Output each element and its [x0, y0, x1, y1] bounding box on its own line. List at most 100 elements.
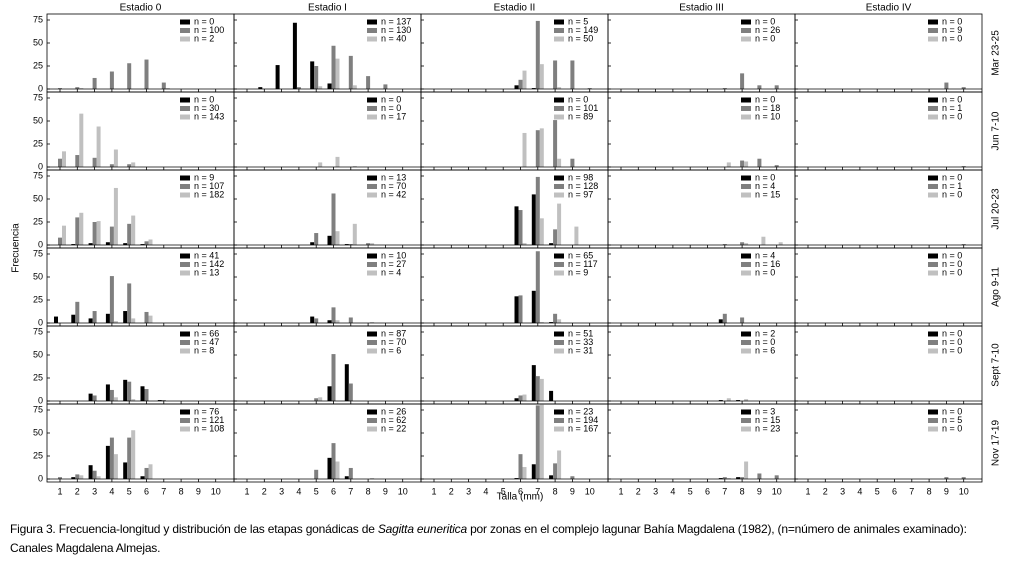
legend-label: n = 1 — [942, 103, 962, 113]
y-tick-label: 50 — [33, 37, 43, 47]
bar — [92, 157, 97, 167]
y-tick-label: 25 — [33, 294, 43, 304]
bar — [331, 354, 336, 401]
panel — [58, 430, 153, 479]
bar — [310, 316, 315, 323]
bar — [113, 397, 118, 401]
bar — [161, 400, 166, 401]
legend-label: n = 0 — [942, 111, 962, 121]
legend-swatch — [928, 106, 938, 111]
bar — [514, 296, 519, 323]
legend-swatch — [180, 175, 190, 181]
bar — [757, 158, 762, 167]
legend-label: n = 42 — [381, 189, 406, 199]
legend-swatch — [928, 192, 938, 198]
legend-swatch — [180, 28, 190, 33]
x-tick-label: 3 — [840, 486, 845, 496]
legend-swatch — [741, 114, 751, 120]
bar — [318, 162, 323, 167]
caption-species: Sagitta euneritica — [377, 522, 467, 536]
bar — [557, 158, 562, 167]
panel — [722, 236, 783, 245]
bar — [514, 85, 519, 89]
legend-swatch — [367, 270, 377, 276]
figure: Talla (mm) Frecuencia Estadio 0 Estadio I… — [11, 3, 1002, 503]
bar — [535, 405, 540, 479]
legend-swatch — [367, 19, 377, 25]
legend-swatch — [554, 340, 564, 345]
bar — [570, 60, 575, 89]
legend-label: n = 0 — [942, 94, 962, 104]
bar — [370, 322, 375, 323]
panel — [961, 244, 966, 245]
bar — [58, 88, 62, 89]
bar — [774, 475, 779, 479]
panel — [961, 166, 966, 167]
legend-label: n = 30 — [194, 103, 219, 113]
bar — [726, 162, 731, 167]
x-tick-label: 2 — [636, 486, 641, 496]
bar — [518, 454, 523, 479]
x-tick-label: 1 — [805, 486, 810, 496]
bar — [88, 465, 93, 479]
x-tick-label: 4 — [296, 486, 301, 496]
legend-label: n = 0 — [381, 103, 401, 113]
x-tick-label: 8 — [179, 486, 184, 496]
panel — [318, 156, 357, 167]
bar — [553, 313, 558, 323]
y-tick-label: 75 — [33, 248, 43, 258]
bar — [109, 164, 114, 167]
bar — [96, 126, 101, 167]
row-label: Jun 7-10 — [991, 111, 1002, 150]
bar — [144, 241, 149, 245]
bar — [71, 477, 76, 479]
bar — [718, 478, 723, 479]
bar — [331, 443, 336, 479]
bar — [71, 314, 76, 323]
legend-label: n = 0 — [942, 172, 962, 182]
bar — [740, 160, 745, 167]
legend-swatch — [741, 262, 751, 267]
bar — [127, 437, 132, 479]
bar — [75, 155, 80, 167]
bar — [109, 226, 114, 245]
x-tick-label: 4 — [109, 486, 114, 496]
legend-swatch — [367, 184, 377, 189]
bar — [58, 237, 62, 245]
bar — [327, 83, 332, 89]
panel — [514, 365, 554, 401]
legend-label: n = 0 — [942, 250, 962, 260]
legend-label: n = 13 — [194, 267, 219, 277]
x-tick-label: 9 — [196, 486, 201, 496]
legend-label: n = 5 — [568, 16, 588, 26]
x-tick-label: 10 — [585, 486, 595, 496]
bar — [127, 223, 132, 245]
legend-label: n = 41 — [194, 250, 219, 260]
bar — [144, 467, 149, 479]
legend-swatch — [180, 192, 190, 198]
bar — [736, 477, 741, 479]
row-label: Sept 7-10 — [991, 343, 1002, 387]
bar — [535, 376, 540, 401]
y-tick-label: 25 — [33, 216, 43, 226]
bar — [744, 161, 749, 167]
legend-swatch — [180, 270, 190, 276]
bar — [539, 218, 544, 245]
legend-swatch — [741, 192, 751, 198]
row-label: Mar 23-25 — [991, 30, 1002, 76]
x-axis-label: Talla (mm) — [497, 492, 544, 503]
legend-label: n = 4 — [755, 250, 775, 260]
legend-label: n = 10 — [381, 250, 406, 260]
bar — [761, 236, 766, 245]
bar — [352, 166, 357, 167]
bar — [79, 212, 84, 245]
bar — [131, 430, 136, 479]
legend-swatch — [367, 340, 377, 345]
y-tick-label: 0 — [38, 239, 43, 249]
legend-label: n = 18 — [755, 103, 780, 113]
legend-label: n = 142 — [194, 259, 224, 269]
x-tick-label: 5 — [314, 486, 319, 496]
x-tick-label: 6 — [705, 486, 710, 496]
bar — [539, 64, 544, 89]
bar — [131, 215, 136, 245]
